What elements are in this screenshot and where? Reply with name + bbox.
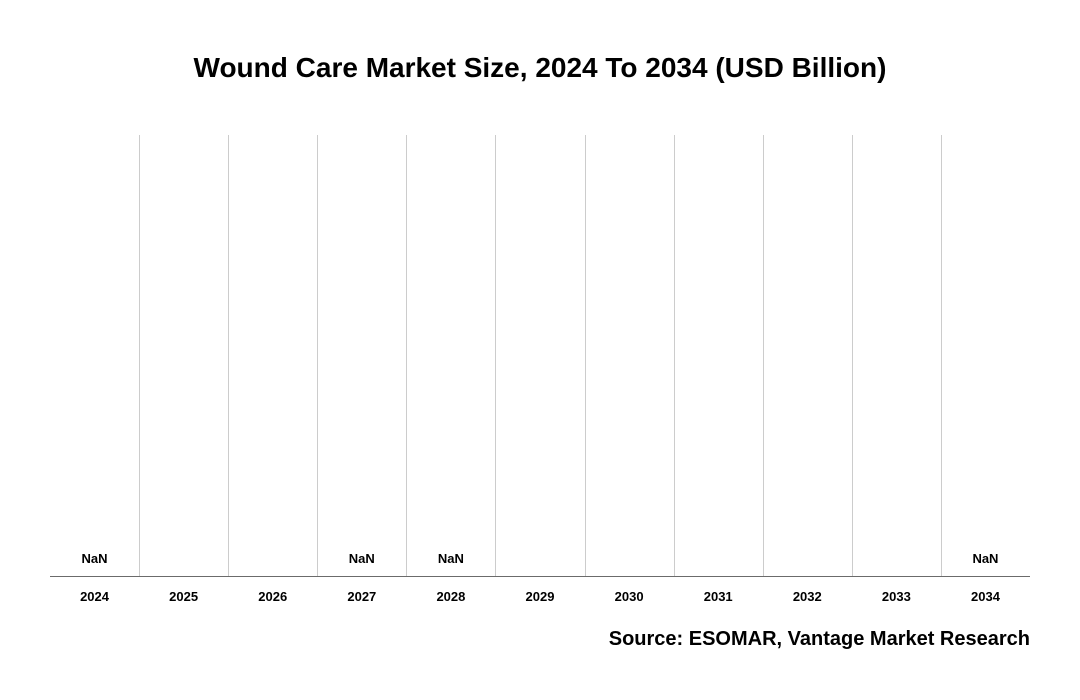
x-axis-label: 2024 — [50, 589, 139, 604]
x-axis-label: 2030 — [585, 589, 674, 604]
grid-line — [674, 135, 675, 576]
x-axis-label: 2032 — [763, 589, 852, 604]
bar-slot: NaN — [50, 551, 139, 566]
x-axis-label: 2027 — [317, 589, 406, 604]
bar-slot: NaN — [317, 551, 406, 566]
chart-title: Wound Care Market Size, 2024 To 2034 (US… — [0, 52, 1080, 84]
source-attribution: Source: ESOMAR, Vantage Market Research — [609, 628, 1030, 651]
x-axis-label: 2029 — [495, 589, 584, 604]
grid-line — [317, 135, 318, 576]
x-axis-label: 2034 — [941, 589, 1030, 604]
x-axis-label: 2025 — [139, 589, 228, 604]
bar-value-label: NaN — [317, 551, 406, 566]
x-axis-label: 2028 — [406, 589, 495, 604]
bar-slot: NaN — [941, 551, 1030, 566]
x-axis-label: 2033 — [852, 589, 941, 604]
plot-area: NaNNaNNaNNaN — [50, 135, 1030, 577]
grid-line — [941, 135, 942, 576]
x-axis-labels: 2024202520262027202820292030203120322033… — [50, 589, 1030, 604]
x-axis-label: 2031 — [674, 589, 763, 604]
grid-line — [139, 135, 140, 576]
bar-value-label: NaN — [50, 551, 139, 566]
bar-value-label: NaN — [941, 551, 1030, 566]
bar-value-label: NaN — [406, 551, 495, 566]
grid-line — [406, 135, 407, 576]
x-axis-label: 2026 — [228, 589, 317, 604]
grid-line — [852, 135, 853, 576]
grid-line — [763, 135, 764, 576]
bar-slot: NaN — [406, 551, 495, 566]
grid-line — [495, 135, 496, 576]
grid-line — [228, 135, 229, 576]
grid-line — [585, 135, 586, 576]
